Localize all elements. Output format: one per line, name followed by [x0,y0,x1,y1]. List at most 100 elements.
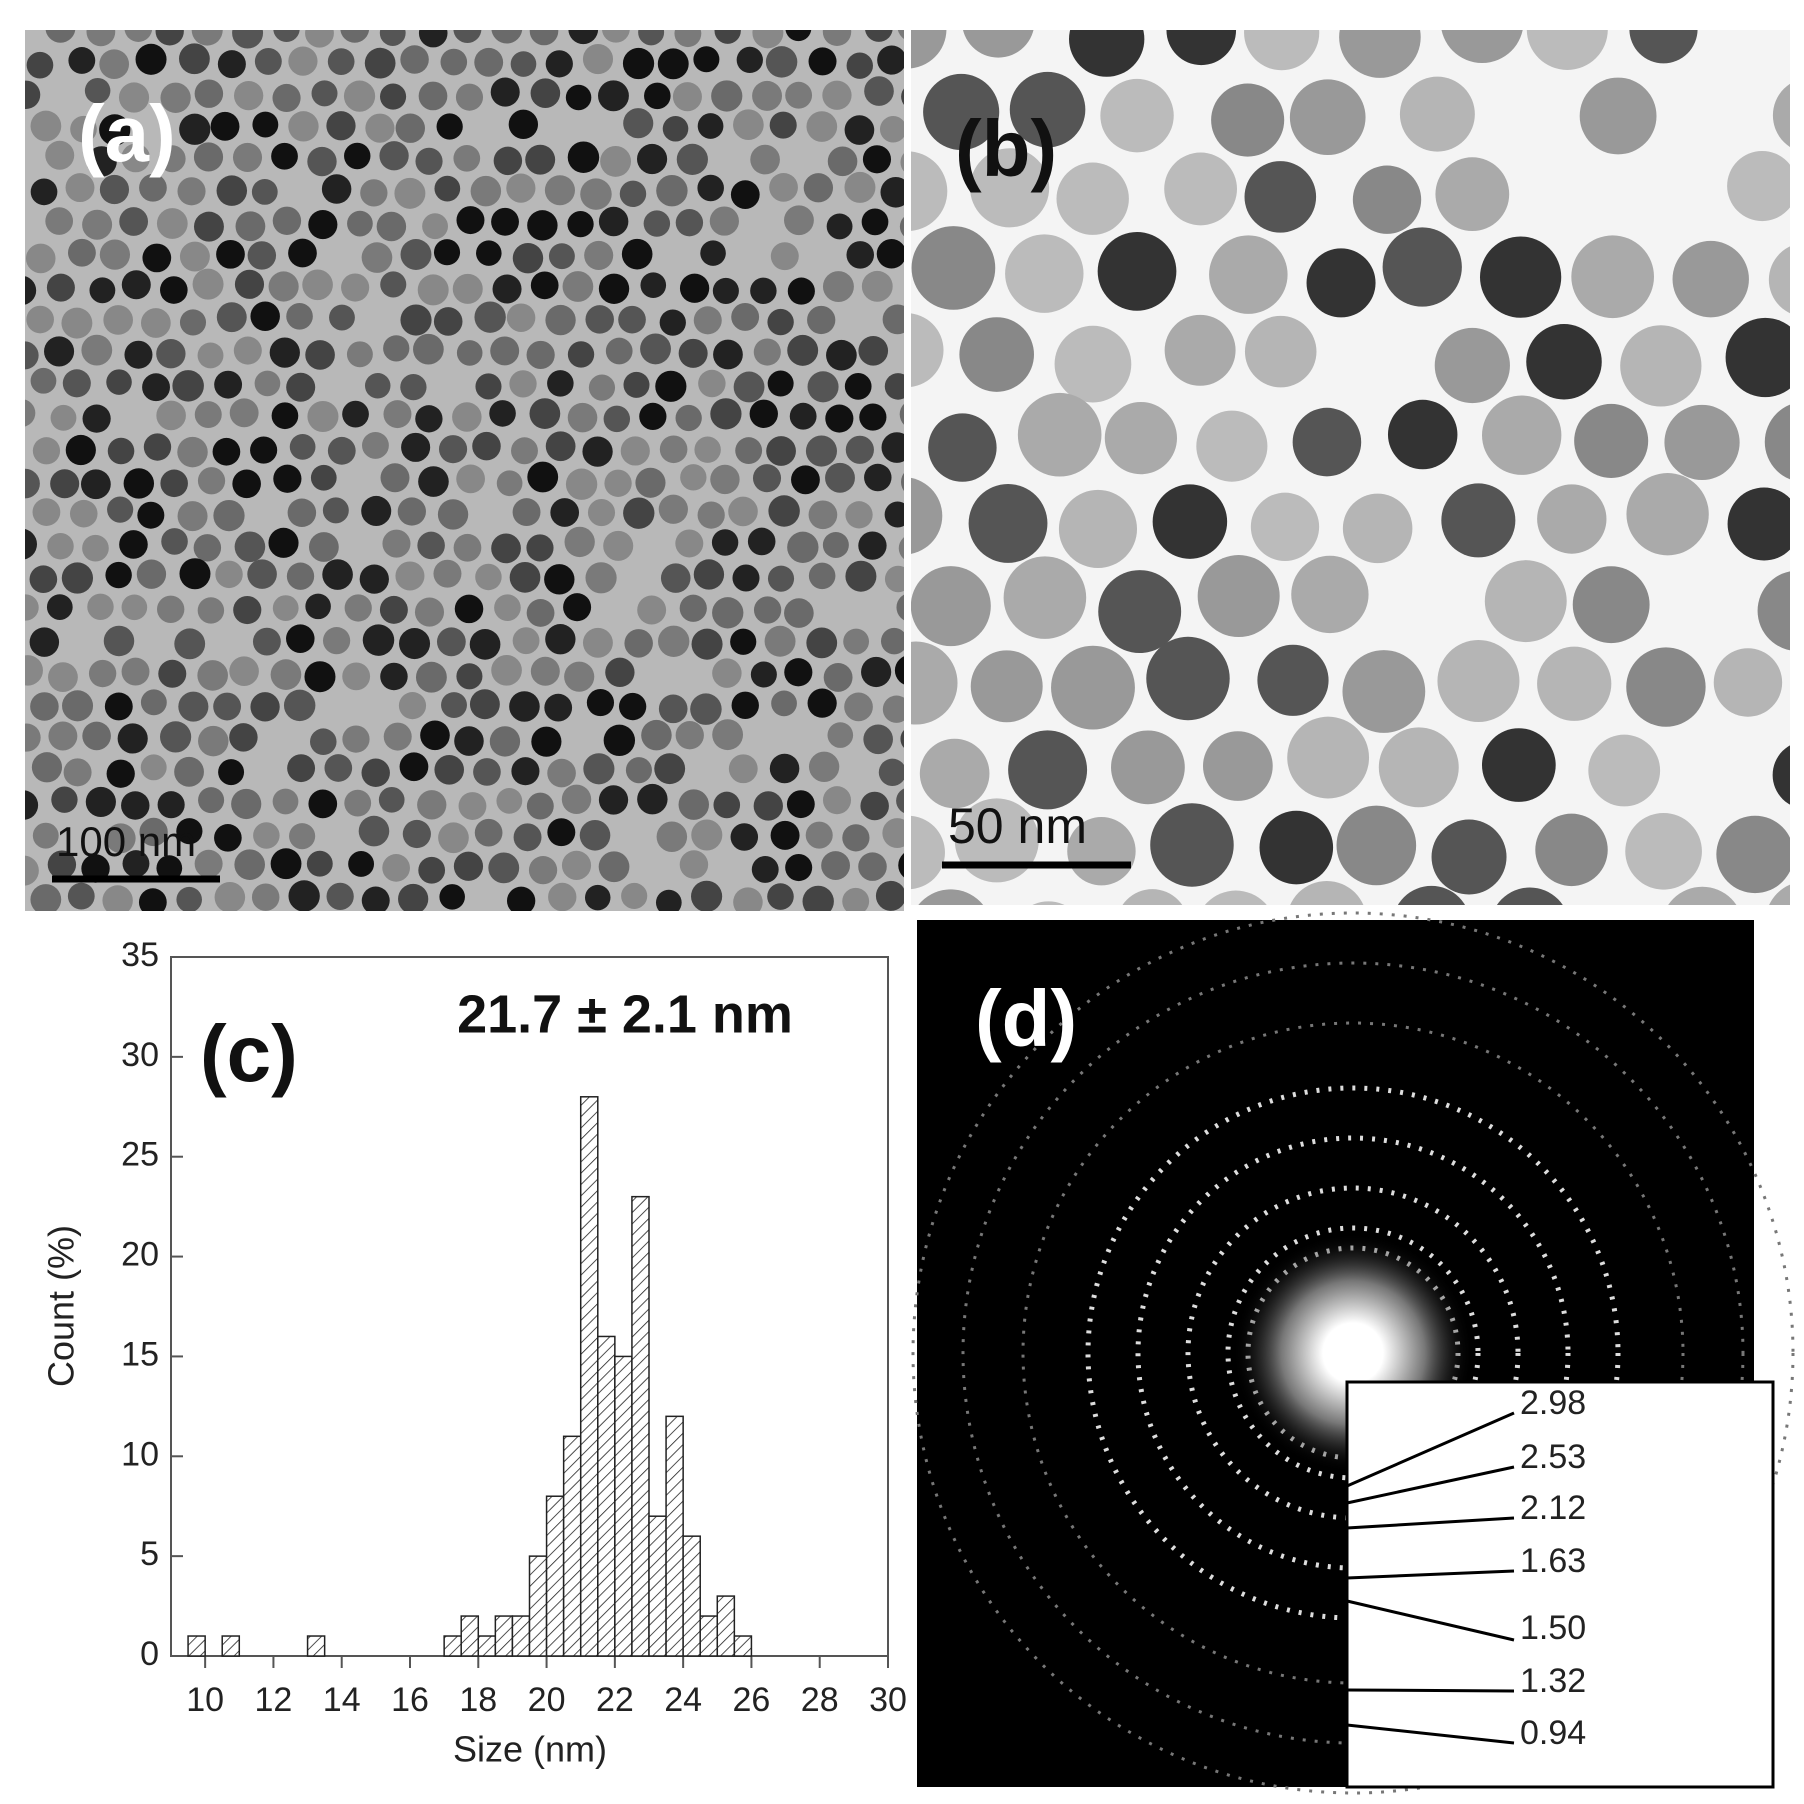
particle [273,464,302,493]
particle [896,788,904,813]
particle [47,850,77,879]
particle [70,115,97,143]
particle [547,370,574,397]
particle [767,565,795,592]
particle [307,400,339,433]
particle [807,305,836,335]
particle [562,271,594,302]
particle [1387,399,1458,470]
particle [376,211,407,242]
particle [213,692,242,721]
particle [340,30,370,43]
particle [582,43,614,75]
particle [25,341,39,370]
particle [198,725,229,757]
particle [1537,484,1607,554]
particle [235,211,266,242]
particle [452,273,483,304]
particle [271,402,299,430]
particle [25,399,36,427]
particle [118,82,150,113]
particle [785,854,813,882]
particle [361,886,390,911]
particle [232,30,264,49]
particle [456,340,483,366]
bar [733,1635,753,1657]
particle [361,495,392,526]
particle [1496,887,1563,905]
particle [453,144,481,172]
particle [619,180,647,208]
particle [846,52,873,79]
particle [172,370,204,402]
particle [602,30,630,43]
particle [789,402,817,430]
particle [918,889,984,905]
particle [526,792,554,820]
particle [121,143,151,173]
particle [160,276,188,304]
particle [491,533,521,564]
particle [492,920,520,948]
particle [598,273,630,304]
particle [216,302,247,333]
d-spacing-label: 2.53 [1520,1438,1586,1476]
particle [121,270,151,300]
particle [875,880,904,911]
particle [582,436,613,467]
particle [1772,83,1790,148]
particle [218,759,245,786]
particle [586,688,615,717]
particle [693,306,722,335]
particle [65,434,96,466]
particle [50,469,80,499]
particle [691,880,723,911]
particle [210,111,240,141]
particle [858,852,887,881]
particle [267,917,294,944]
particle [176,886,202,911]
particle [414,597,445,627]
particle [690,693,722,725]
particle [733,109,764,141]
particle [808,500,838,530]
particle [288,46,318,76]
particle [635,467,666,498]
particle [434,175,461,202]
particle [473,758,501,786]
particle [1579,77,1657,155]
particle [1244,30,1320,71]
particle [1056,162,1129,235]
particle [622,47,655,80]
particle [603,724,636,757]
particle [156,339,186,369]
particle [1626,473,1709,556]
particle [898,853,904,878]
particle [192,268,224,300]
particle [1352,165,1422,234]
y-tick-label: 30 [121,1036,159,1074]
particle [676,143,708,175]
particle [730,180,760,209]
particle [106,759,135,788]
particle [806,111,838,142]
leader-line [1346,1723,1515,1745]
particle [680,464,707,491]
particle [506,173,536,203]
particle [638,30,665,46]
particle [437,499,469,530]
particle [1292,407,1362,477]
particle [47,914,78,945]
particle [808,562,836,590]
particle [911,30,947,69]
particle [861,208,889,236]
particle [1434,327,1510,404]
particle [103,625,135,657]
particle [1481,728,1556,802]
particle [604,469,632,497]
particle [287,754,316,783]
particle [1435,157,1510,232]
particle [344,142,371,170]
particle [588,374,616,401]
particle [672,82,702,112]
